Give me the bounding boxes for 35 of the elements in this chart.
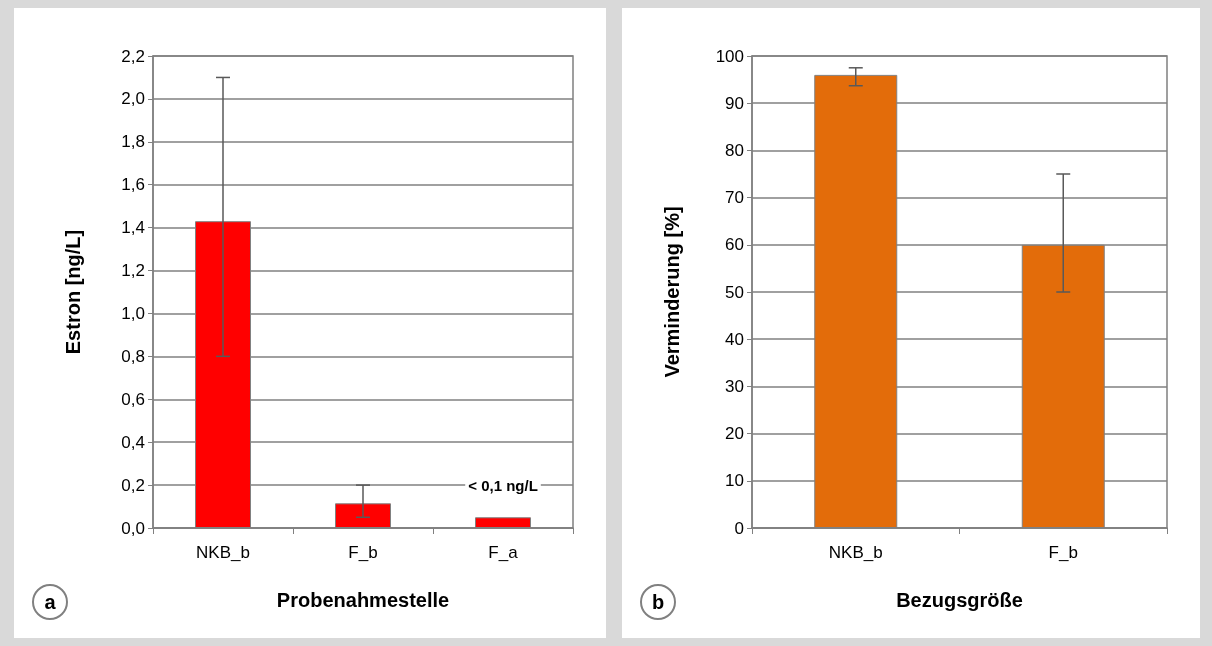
- y-axis-title: Estron [ng/L]: [62, 229, 84, 355]
- y-tick-label: 90: [725, 93, 744, 113]
- y-tick-label: 0,2: [121, 475, 145, 495]
- x-axis-title: Bezugsgröße: [896, 589, 1023, 611]
- x-tick-label: NKB_b: [196, 543, 250, 562]
- annotation: < 0,1 ng/L: [468, 477, 538, 495]
- y-tick-label: 1,8: [121, 132, 145, 152]
- y-tick-label: 2,2: [121, 46, 145, 66]
- y-tick-label: 0,0: [121, 518, 145, 538]
- y-tick-label: 30: [725, 376, 744, 396]
- y-tick-label: 100: [715, 46, 744, 66]
- y-tick-label: 70: [725, 188, 744, 208]
- x-tick-label: F_b: [1048, 543, 1078, 562]
- y-tick-label: 0: [734, 518, 744, 538]
- x-axis-title: Probenahmestelle: [276, 589, 450, 611]
- y-tick-label: 20: [725, 424, 744, 444]
- y-tick-label: 2,0: [121, 89, 145, 109]
- y-tick-label: 40: [725, 329, 744, 349]
- circle-badge: a: [32, 584, 68, 620]
- y-axis-title: Verminderung [%]: [661, 206, 683, 378]
- y-tick-label: 50: [725, 282, 744, 302]
- x-tick-label: NKB_b: [828, 543, 883, 562]
- y-tick-label: 0,4: [121, 432, 145, 452]
- y-tick-label: 10: [725, 471, 744, 491]
- circle-badge: b: [640, 584, 676, 620]
- y-tick-label: 0,6: [121, 389, 145, 409]
- y-tick-label: 0,8: [121, 346, 145, 366]
- y-tick-label: 1,6: [121, 175, 145, 195]
- y-tick-label: 1,4: [121, 218, 145, 238]
- x-tick-label: F_b: [348, 543, 378, 562]
- y-tick-label: 1,2: [121, 261, 145, 281]
- y-tick-label: 80: [725, 140, 744, 160]
- x-tick-label: F_a: [488, 543, 519, 562]
- y-tick-label: 1,0: [121, 303, 145, 323]
- y-tick-label: 60: [725, 235, 744, 255]
